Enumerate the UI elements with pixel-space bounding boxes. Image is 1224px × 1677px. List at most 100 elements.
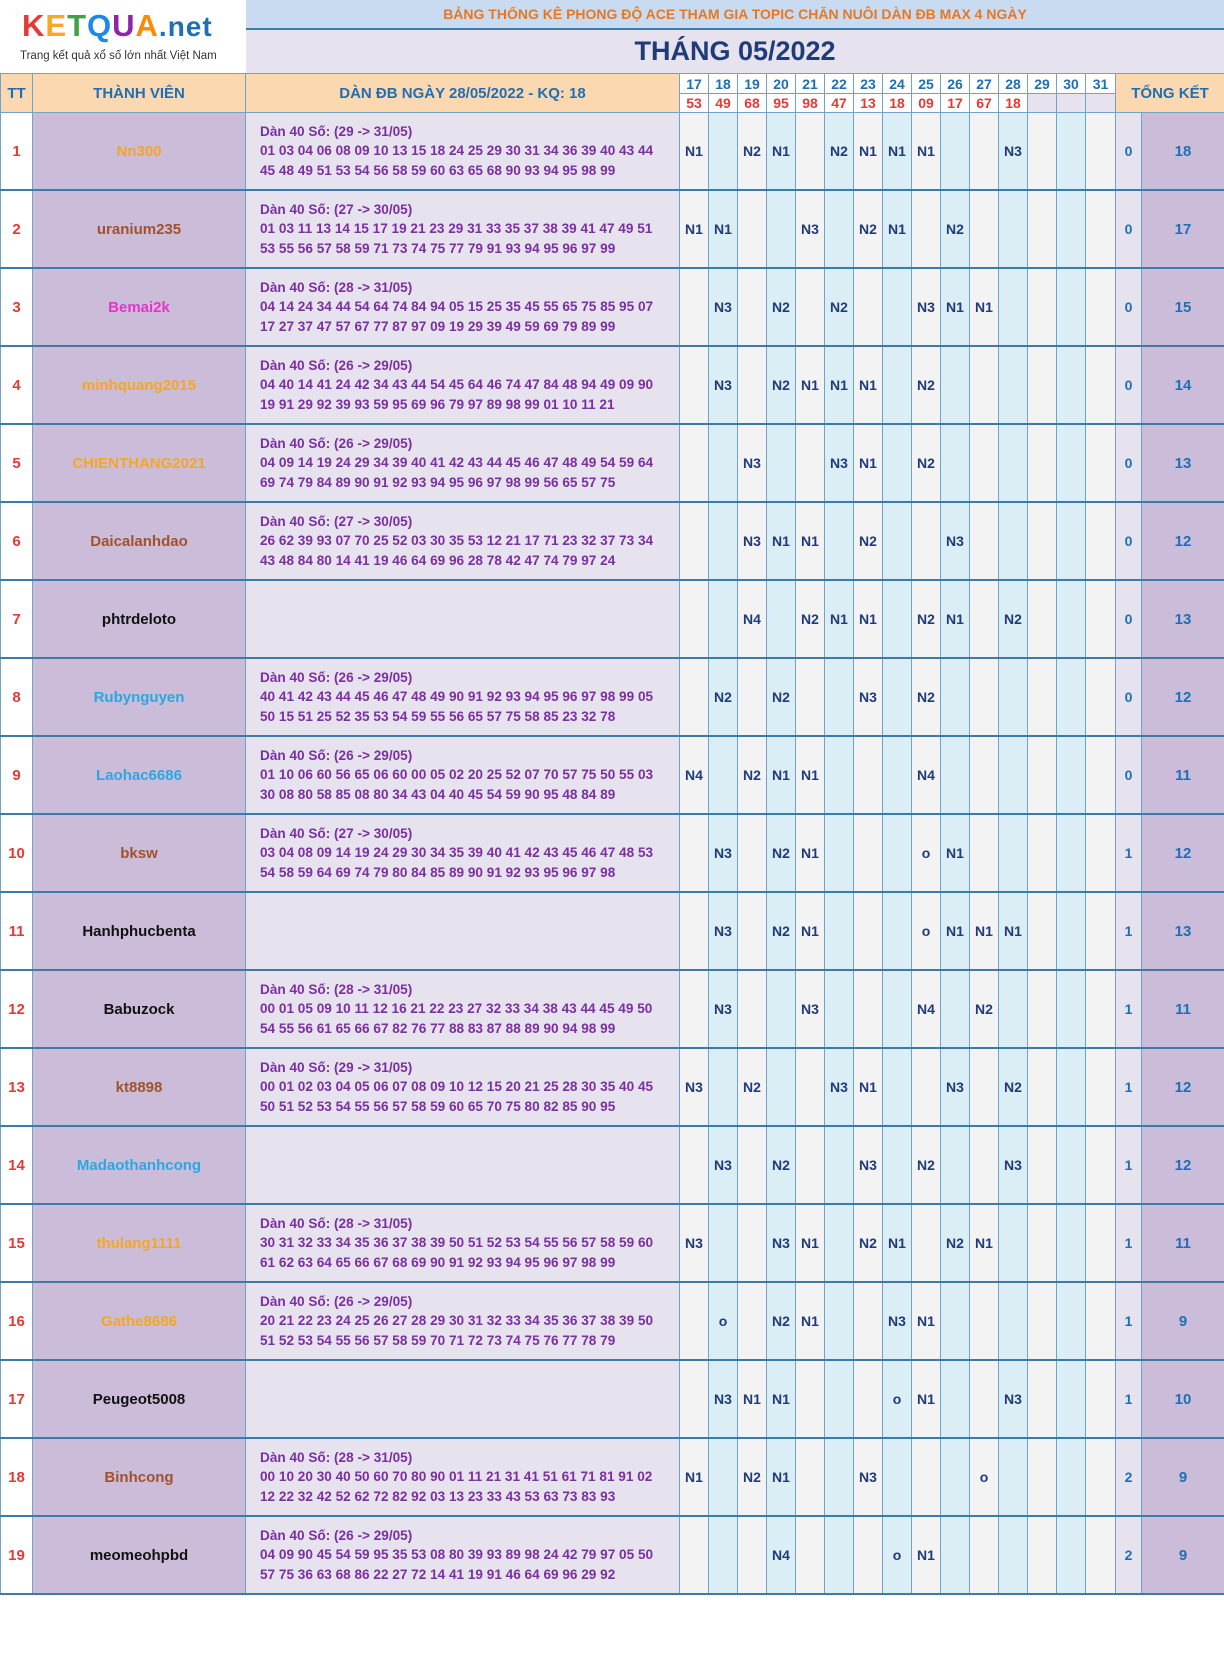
day-mark [882, 891, 912, 971]
member-name[interactable]: Nn300 [32, 112, 246, 191]
day-mark [795, 1125, 825, 1205]
day-mark [1027, 1203, 1057, 1283]
member-name[interactable]: CHIENTHANG2021 [32, 423, 246, 503]
day-mark: N1 [998, 891, 1028, 971]
row-index: 19 [0, 1515, 33, 1595]
dan-line: 01 10 06 60 56 65 06 60 00 05 02 20 25 5… [260, 767, 654, 783]
dan-line: 57 75 36 63 68 86 22 27 72 14 41 19 91 4… [260, 1566, 616, 1582]
row-index: 4 [0, 345, 33, 425]
logo-letter: U [112, 8, 136, 43]
member-name[interactable]: kt8898 [32, 1047, 246, 1127]
day-mark: N1 [679, 112, 709, 191]
member-name[interactable]: Laohac6686 [32, 735, 246, 815]
day-mark [1056, 501, 1086, 581]
member-name[interactable]: bksw [32, 813, 246, 893]
day-mark: N2 [737, 735, 767, 815]
day-result: 09 [911, 93, 941, 113]
day-result: 67 [969, 93, 999, 113]
hit-count: 0 [1115, 579, 1142, 659]
day-mark [708, 1437, 738, 1517]
total-score: 13 [1141, 579, 1224, 659]
dan-heading: Dàn 40 Số: (27 -> 30/05) [260, 825, 413, 841]
dan-numbers: Dàn 40 Số: (26 -> 29/05) 20 21 22 23 24 2… [245, 1281, 680, 1361]
member-name[interactable]: Peugeot5008 [32, 1359, 246, 1439]
day-mark: N1 [969, 267, 999, 347]
hit-count: 1 [1115, 1047, 1142, 1127]
dan-heading: Dàn 40 Số: (26 -> 29/05) [260, 1293, 413, 1309]
member-name[interactable]: meomeohpbd [32, 1515, 246, 1595]
dan-line: 43 48 84 80 14 41 19 46 64 69 96 28 78 4… [260, 552, 616, 568]
dan-heading: Dàn 40 Số: (26 -> 29/05) [260, 435, 413, 451]
row-index: 6 [0, 501, 33, 581]
day-mark: o [882, 1359, 912, 1439]
day-mark [882, 1047, 912, 1127]
day-mark [1085, 1359, 1116, 1439]
day-mark [1056, 1281, 1086, 1361]
hit-count: 1 [1115, 813, 1142, 893]
logo[interactable]: KETQUA.net Trang kết quả xổ số lớn nhất … [0, 0, 248, 73]
day-mark: N4 [679, 735, 709, 815]
member-name[interactable]: Hanhphucbenta [32, 891, 246, 971]
row-index: 3 [0, 267, 33, 347]
day-mark [824, 657, 854, 737]
member-name[interactable]: uranium235 [32, 189, 246, 269]
dan-heading: Dàn 40 Số: (26 -> 29/05) [260, 1527, 413, 1543]
day-mark: N1 [795, 891, 825, 971]
member-name[interactable]: thulang1111 [32, 1203, 246, 1283]
day-mark [1027, 112, 1057, 191]
day-mark: N3 [824, 423, 854, 503]
member-name[interactable]: Bemai2k [32, 267, 246, 347]
day-header: 17 [679, 73, 709, 94]
member-name[interactable]: minhquang2015 [32, 345, 246, 425]
member-name[interactable]: Babuzock [32, 969, 246, 1049]
day-mark [940, 657, 970, 737]
day-mark [708, 1515, 738, 1595]
day-mark [969, 1359, 999, 1439]
member-name[interactable]: Gathe8686 [32, 1281, 246, 1361]
dan-heading: Dàn 40 Số: (28 -> 31/05) [260, 1449, 413, 1465]
member-name[interactable]: Madaothanhcong [32, 1125, 246, 1205]
day-mark [969, 501, 999, 581]
table-row: 14 Madaothanhcong N3 N2 N3 N2 N3 1 12 [0, 1125, 1224, 1205]
day-header: 30 [1056, 73, 1086, 94]
day-mark [1056, 579, 1086, 659]
stats-table-container: TT THÀNH VIÊN DÀN ĐB NGÀY 28/05/2022 - K… [0, 73, 1224, 1677]
day-mark [766, 423, 796, 503]
dan-heading: Dàn 40 Số: (26 -> 29/05) [260, 357, 413, 373]
day-mark [969, 1515, 999, 1595]
total-score: 11 [1141, 735, 1224, 815]
member-name[interactable]: phtrdeloto [32, 579, 246, 659]
member-name[interactable]: Daicalanhdao [32, 501, 246, 581]
total-score: 9 [1141, 1515, 1224, 1595]
logo-letter: T [67, 8, 88, 43]
member-name[interactable]: Rubynguyen [32, 657, 246, 737]
logo-suffix: .net [158, 11, 213, 42]
dan-line: 54 58 59 64 69 74 79 80 84 85 89 90 91 9… [260, 864, 616, 880]
member-name[interactable]: Binhcong [32, 1437, 246, 1517]
row-index: 1 [0, 112, 33, 191]
dan-numbers [245, 1359, 680, 1439]
day-mark [853, 1281, 883, 1361]
row-index: 17 [0, 1359, 33, 1439]
day-mark [679, 1359, 709, 1439]
dan-numbers: Dàn 40 Số: (28 -> 31/05) 00 10 20 30 40 5… [245, 1437, 680, 1517]
day-mark [679, 1515, 709, 1595]
dan-line: 50 51 52 53 54 55 56 57 58 59 60 65 70 7… [260, 1098, 616, 1114]
day-mark: N3 [679, 1203, 709, 1283]
table-row: 13 kt8898 Dàn 40 Số: (29 -> 31/05) 00 01 02… [0, 1047, 1224, 1127]
day-result: 18 [998, 93, 1028, 113]
table-row: 8 Rubynguyen Dàn 40 Số: (26 -> 29/05) 40 41… [0, 657, 1224, 737]
dan-numbers: Dàn 40 Số: (26 -> 29/05) 04 40 14 41 24 4… [245, 345, 680, 425]
day-mark [998, 1515, 1028, 1595]
day-mark [1027, 345, 1057, 425]
day-header: 24 [882, 73, 912, 94]
day-mark: N1 [853, 112, 883, 191]
hit-count: 0 [1115, 735, 1142, 815]
day-mark [1085, 1125, 1116, 1205]
day-mark [1027, 1437, 1057, 1517]
table-row: 7 phtrdeloto N4 N2 N1 N1 N2 N1 N2 0 13 [0, 579, 1224, 659]
day-mark: N2 [766, 1281, 796, 1361]
day-mark: N3 [708, 1359, 738, 1439]
day-mark: N1 [940, 579, 970, 659]
total-score: 12 [1141, 501, 1224, 581]
